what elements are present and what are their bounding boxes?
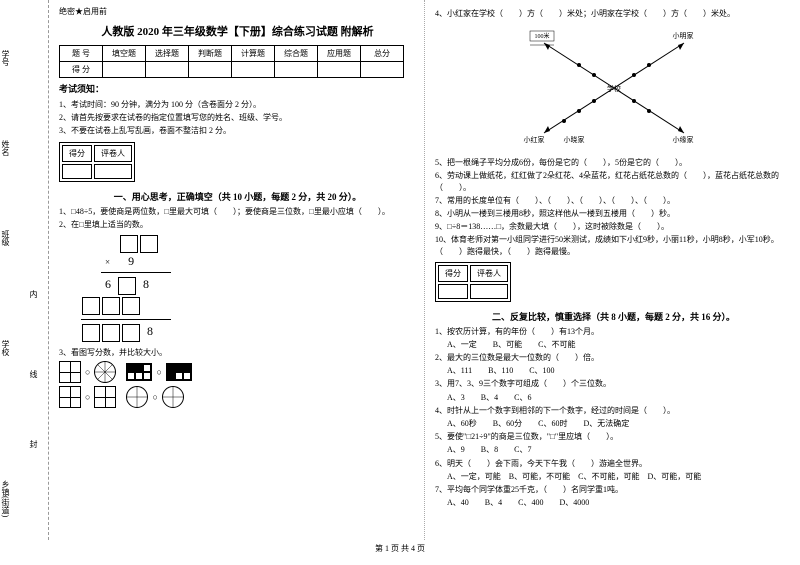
margin-label: 学号 [0,50,11,66]
c7: 7、平均每个同学体重25千克，（ ）名同学重1吨。 [435,484,792,495]
c4: 4、时针从上一个数字到相邻的下一个数字，经过的时间是（ ）。 [435,405,792,416]
q6: 6、劳动课上做纸花，红红做了2朵红花、4朵蓝花，红花占纸花总数的（ ），蓝花占纸… [435,170,792,192]
q1: 1、□48÷5，要使商是两位数，□里最大可填（ ）；要使商是三位数，□里最小应填… [59,206,416,217]
c5: 5、要使"□21÷9"的商是三位数，"□"里应填（ ）。 [435,431,792,442]
binding-margin: 学号 姓名 班级 内 学校 线 封 乡镇(街道) [0,0,49,540]
direction-diagram: 学校 100米 小明家 小缘家 小晓家 小红家 [524,23,704,153]
section2-title: 二、反复比较，慎重选择（共 8 小题，每题 2 分，共 16 分）。 [435,310,792,323]
q4: 4、小红家在学校（ ）方（ ）米处；小明家在学校（ ）方（ ）米处。 [435,8,792,19]
margin-label: 学校 [0,340,11,356]
multiplication-diagram: × 9 68 8 [119,234,416,343]
notice-title: 考试须知： [59,82,416,95]
grader-box: 得分评卷人 [59,142,135,182]
score-table: 题 号填空题选择题判断题计算题综合题应用题总分 得 分 [59,45,404,78]
section1-title: 一、用心思考，正确填空（共 10 小题，每题 2 分，共 20 分）。 [59,190,416,203]
c1opts: A、一定 B、可能 C、不可能 [435,339,792,350]
grader-box: 得分评卷人 [435,262,511,302]
q10: 10、体育老师对第一小组同学进行50米测试，成绩如下小红9秒，小丽11秒，小明8… [435,234,792,256]
q5: 5、把一根绳子平均分成6份，每份是它的（ ），5份是它的（ ）。 [435,157,792,168]
c3: 3、用7、3、9三个数字可组成（ ）个三位数。 [435,378,792,389]
page-footer: 第 1 页 共 4 页 [0,540,800,557]
fraction-shapes-row1: ○ ○ [59,361,416,383]
q7: 7、常用的长度单位有（ ）、（ ）、（ ）、（ ）、（ ）。 [435,195,792,206]
margin-hint: 线 [28,370,39,378]
margin-label: 姓名 [0,140,11,156]
page-title: 人教版 2020 年三年级数学【下册】综合练习试题 附解析 [59,23,416,39]
notice-item: 3、不要在试卷上乱写乱画，卷面不整洁扣 2 分。 [59,125,416,136]
margin-label: 乡镇(街道) [0,480,11,517]
margin-hint: 内 [28,290,39,298]
c6: 6、明天（ ）会下雨，今天下午我（ ）游遍全世界。 [435,458,792,469]
margin-label: 班级 [0,230,11,246]
notice-item: 2、请首先按要求在试卷的指定位置填写您的姓名、班级、学号。 [59,112,416,123]
c7opts: A、40 B、4 C、400 D、4000 [435,497,792,508]
c6opts: A、一定，可能 B、可能，不可能 C、不可能，可能 D、可能，可能 [435,471,792,482]
q8: 8、小明从一楼到三楼用8秒，照这样他从一楼到五楼用（ ）秒。 [435,208,792,219]
q3: 3、看图写分数，并比较大小。 [59,347,416,358]
column-right: 4、小红家在学校（ ）方（ ）米处；小明家在学校（ ）方（ ）米处。 学校 10… [425,0,800,540]
c4opts: A、60秒 B、60分 C、60时 D、无法确定 [435,418,792,429]
c1: 1、按农历计算，有的年份（ ）有13个月。 [435,326,792,337]
q2: 2、在□里填上适当的数。 [59,219,416,230]
column-left: 绝密★启用前 人教版 2020 年三年级数学【下册】综合练习试题 附解析 题 号… [49,0,425,540]
c2opts: A、111 B、110 C、100 [435,365,792,376]
fraction-shapes-row2: ○ ○ [59,386,416,408]
svg-text:100米: 100米 [534,32,549,40]
margin-hint: 封 [28,440,39,448]
secret-label: 绝密★启用前 [59,6,416,17]
c3opts: A、3 B、4 C、6 [435,392,792,403]
notice-item: 1、考试时间：90 分钟，满分为 100 分（含卷面分 2 分）。 [59,99,416,110]
c2: 2、最大的三位数是最大一位数的（ ）倍。 [435,352,792,363]
q9: 9、□÷8＝138……□，余数最大填（ ），这时被除数是（ ）。 [435,221,792,232]
svg-text:学校: 学校 [607,84,621,93]
c5opts: A、9 B、8 C、7 [435,444,792,455]
